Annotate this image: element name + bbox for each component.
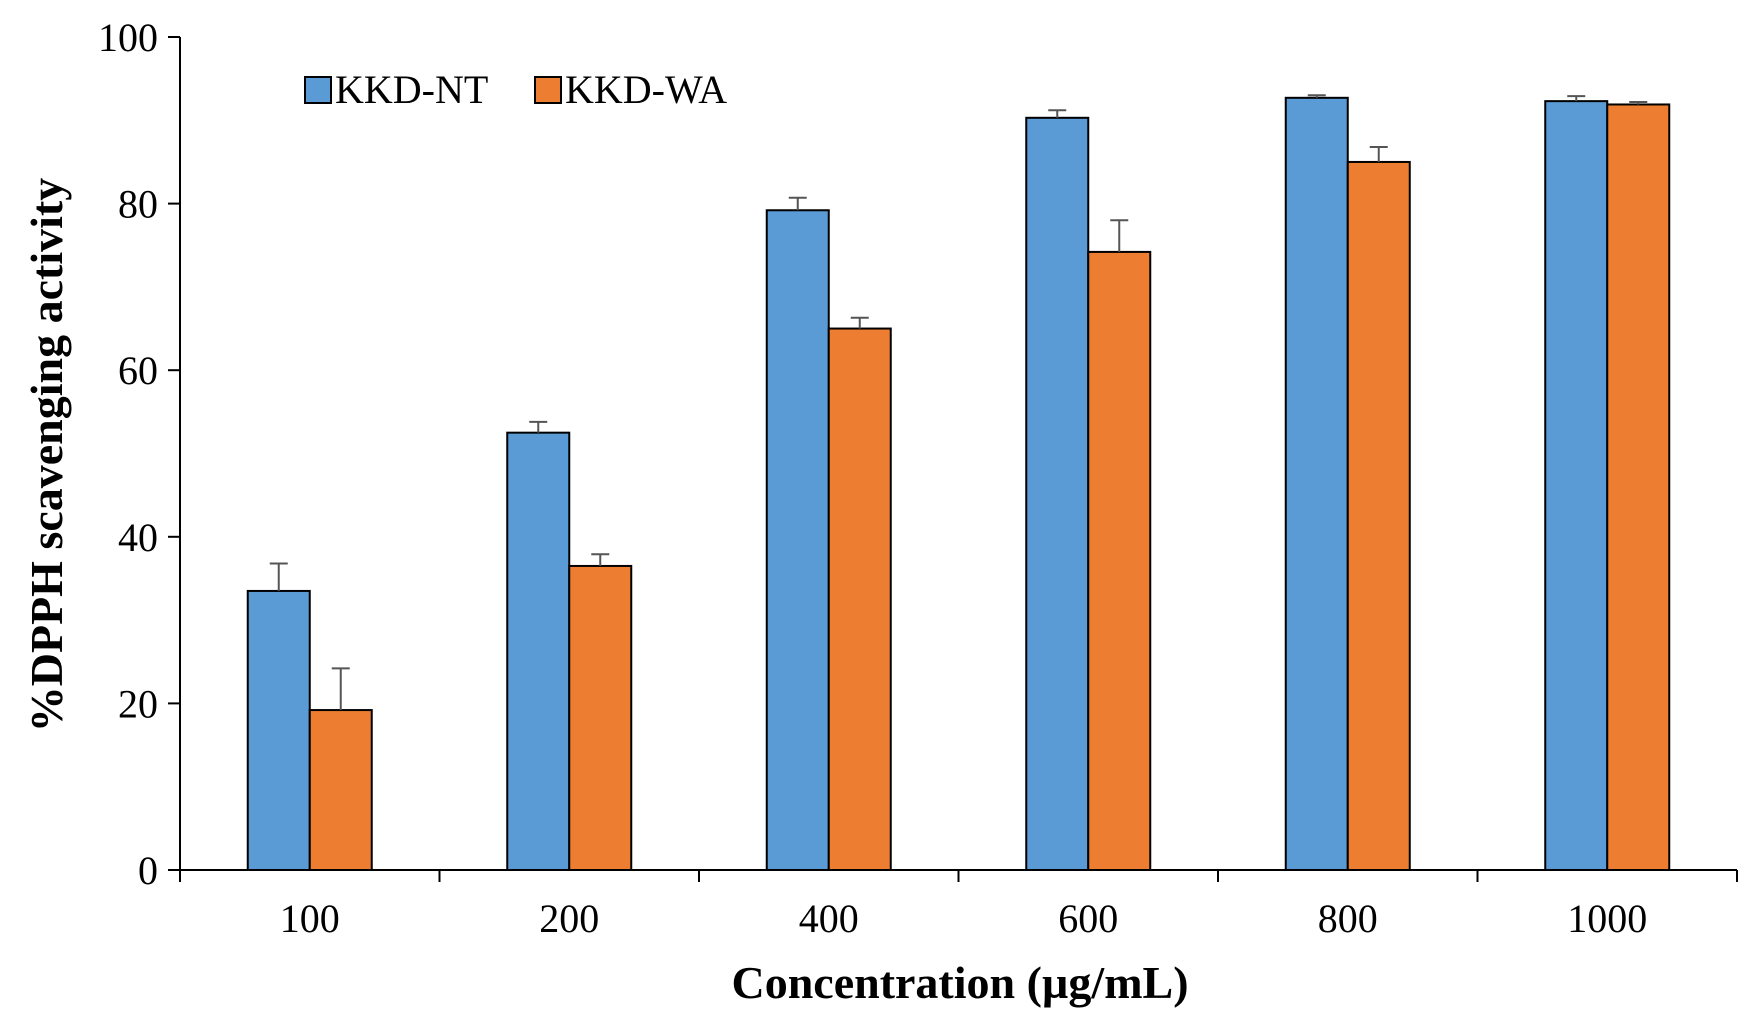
bar — [827, 327, 892, 871]
bar — [308, 709, 373, 872]
y-tick-label: 60 — [118, 348, 158, 393]
y-tick-label: 40 — [118, 515, 158, 560]
x-tick-label: 200 — [539, 896, 599, 941]
y-axis-title: %DPPH scavenging activity — [21, 178, 72, 733]
bar — [506, 431, 571, 871]
x-tick-label: 600 — [1058, 896, 1118, 941]
x-axis-title: Concentration (µg/mL) — [731, 957, 1188, 1008]
bar — [1346, 160, 1411, 871]
y-tick-label: 0 — [138, 848, 158, 893]
legend-label: KKD-WA — [565, 67, 727, 112]
x-tick-label: 400 — [799, 896, 859, 941]
legend-swatch — [534, 76, 562, 104]
legend: KKD-NT KKD-WA — [304, 67, 727, 112]
bar — [765, 209, 830, 872]
x-tick-label: 100 — [280, 896, 340, 941]
bars — [246, 94, 1671, 872]
x-axis: 100 200 400 600 800 1000 — [179, 869, 1738, 941]
bar — [246, 589, 311, 871]
y-axis: 0 20 40 60 80 100 — [98, 15, 181, 893]
x-tick-label: 800 — [1318, 896, 1378, 941]
bar — [1025, 116, 1090, 871]
legend-label: KKD-NT — [335, 67, 488, 112]
y-tick-label: 20 — [118, 681, 158, 726]
bar — [1284, 96, 1349, 871]
bar — [1544, 100, 1609, 872]
x-tick-label: 1000 — [1567, 896, 1647, 941]
legend-swatch — [304, 76, 332, 104]
bar — [568, 564, 633, 872]
y-tick-label: 80 — [118, 182, 158, 227]
bar — [1087, 250, 1152, 871]
y-tick-label: 100 — [98, 15, 158, 60]
bar — [1606, 103, 1671, 871]
